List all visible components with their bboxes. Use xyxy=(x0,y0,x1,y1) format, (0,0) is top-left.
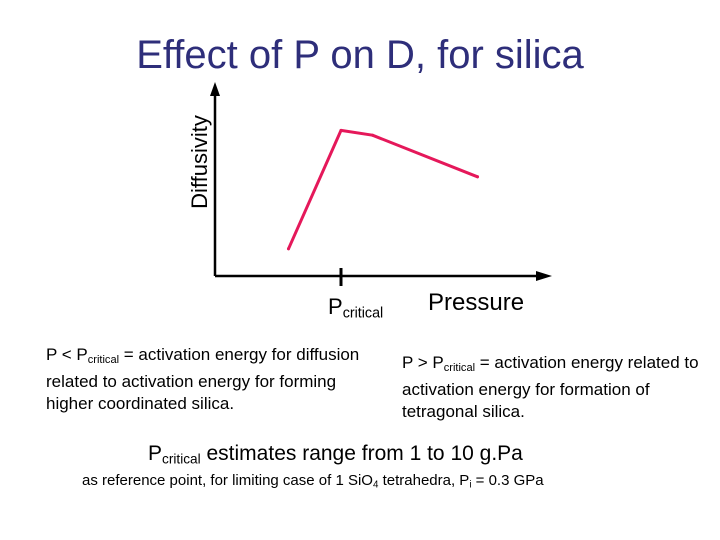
low-pressure-explanation: = activation energy for diffusion relate… xyxy=(46,345,360,413)
curve-point xyxy=(287,247,290,251)
estimate-range: estimates range from 1 to 10 g.Pa xyxy=(200,442,523,465)
high-pressure-description: P > Pcritical = activation energy relate… xyxy=(402,352,702,423)
critical-pressure-estimate: Pcritical estimates range from 1 to 10 g… xyxy=(148,440,523,473)
x-axis-arrowhead xyxy=(536,271,552,281)
series-layer xyxy=(287,128,479,251)
reference-sub1: 4 xyxy=(372,479,379,491)
high-pressure-explanation: = activation energy related to activatio… xyxy=(402,353,699,421)
reference-point-note: as reference point, for limiting case of… xyxy=(82,470,544,496)
critical-pressure-label: Pcritical xyxy=(328,294,383,327)
high-pressure-condition-sub: critical xyxy=(443,361,476,374)
high-pressure-condition: P > P xyxy=(402,353,444,372)
diffusivity-curve xyxy=(287,128,479,251)
curve-point xyxy=(476,175,479,179)
reference-part3: = 0.3 GPa xyxy=(471,472,544,489)
slide-title: Effect of P on D, for silica xyxy=(136,33,584,77)
estimate-p: P xyxy=(148,442,163,465)
critical-pressure-label-main: P xyxy=(328,294,343,319)
axes xyxy=(210,82,552,286)
low-pressure-condition: P < P xyxy=(46,345,88,364)
reference-part2: tetrahedra, P xyxy=(378,472,470,489)
curve-point xyxy=(371,133,374,137)
y-axis-label: Diffusivity xyxy=(187,115,212,209)
estimate-sub: critical xyxy=(162,451,201,467)
curve-point xyxy=(339,128,343,132)
critical-pressure-label-sub: critical xyxy=(342,305,384,322)
reference-sub2: i xyxy=(469,479,472,491)
y-axis-arrowhead xyxy=(210,82,220,96)
x-axis-label: Pressure xyxy=(428,289,525,316)
low-pressure-description: P < Pcritical = activation energy for di… xyxy=(46,344,386,415)
reference-part1: as reference point, for limiting case of… xyxy=(82,472,373,489)
low-pressure-condition-sub: critical xyxy=(87,353,120,366)
